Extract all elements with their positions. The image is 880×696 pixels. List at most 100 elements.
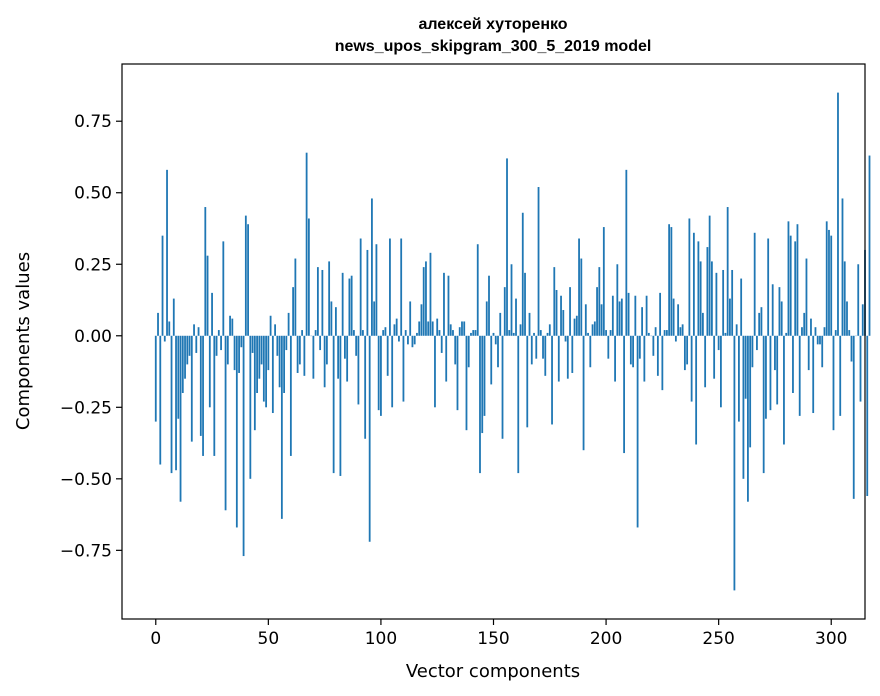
- bar: [830, 235, 833, 336]
- bar: [197, 327, 200, 336]
- bar: [346, 335, 349, 382]
- bar: [434, 335, 436, 408]
- bar: [593, 321, 596, 336]
- bar: [235, 335, 238, 528]
- bar: [578, 238, 580, 336]
- bar: [625, 169, 628, 336]
- bar: [314, 330, 317, 336]
- bar: [756, 335, 758, 351]
- bar: [499, 312, 502, 336]
- bar: [609, 330, 612, 336]
- bar: [557, 335, 560, 382]
- bar: [366, 249, 369, 336]
- bar: [380, 335, 382, 416]
- x-tick-label: 300: [815, 629, 847, 649]
- bar: [199, 335, 202, 436]
- bar: [528, 312, 531, 336]
- bar: [796, 224, 799, 336]
- chart-title-line2: news_upos_skipgram_300_5_2019 model: [335, 38, 652, 55]
- bar: [418, 321, 421, 336]
- bar: [280, 335, 283, 519]
- bar: [458, 327, 461, 336]
- bar: [193, 324, 195, 336]
- bar: [762, 335, 765, 474]
- bar: [598, 267, 601, 336]
- bar: [526, 335, 529, 428]
- bar: [179, 335, 182, 502]
- bar: [296, 335, 299, 373]
- x-tick-label: 200: [590, 629, 622, 649]
- bar: [618, 301, 621, 336]
- y-axis-label: Components values: [13, 252, 34, 430]
- bar: [251, 335, 254, 353]
- bar: [494, 335, 497, 345]
- bar: [792, 335, 794, 393]
- bar: [330, 301, 333, 336]
- bar: [465, 335, 468, 431]
- bar: [672, 298, 675, 336]
- bar: [548, 324, 551, 336]
- bar: [215, 335, 218, 356]
- bar: [785, 332, 788, 336]
- bar: [765, 335, 767, 419]
- y-tick-label: −0.25: [60, 398, 112, 418]
- bar: [375, 244, 378, 336]
- bar: [175, 335, 177, 471]
- bar: [857, 264, 860, 336]
- bar: [747, 335, 749, 502]
- bar: [244, 215, 247, 336]
- bar: [623, 335, 625, 454]
- bar: [206, 255, 209, 336]
- bar: [697, 241, 700, 336]
- bar: [843, 261, 846, 336]
- bar: [801, 327, 803, 336]
- bar: [562, 310, 565, 336]
- bar: [537, 187, 540, 336]
- bar: [154, 335, 157, 422]
- bar: [479, 335, 481, 474]
- bar: [787, 221, 790, 336]
- bar: [837, 92, 839, 336]
- bar: [546, 332, 549, 336]
- bar: [724, 332, 727, 336]
- bar: [654, 327, 657, 336]
- bar-series: [154, 92, 871, 591]
- bar: [260, 335, 263, 365]
- bar: [461, 321, 463, 336]
- bar: [848, 330, 851, 336]
- bar: [638, 335, 641, 359]
- y-tick-label: 0.75: [74, 112, 112, 132]
- bar: [337, 335, 340, 379]
- y-tick-label: −0.50: [60, 470, 112, 490]
- bar: [841, 198, 844, 336]
- bar: [238, 335, 240, 373]
- bar: [341, 272, 344, 336]
- bar: [220, 335, 222, 351]
- bar: [427, 321, 430, 336]
- bar: [778, 287, 781, 336]
- bar: [634, 295, 637, 336]
- bar: [521, 212, 524, 336]
- bar: [436, 318, 439, 336]
- bar: [362, 330, 364, 336]
- bar: [249, 335, 252, 479]
- bar: [231, 318, 234, 336]
- bar: [289, 335, 292, 456]
- bar: [382, 330, 385, 336]
- bar: [551, 335, 553, 425]
- bar: [204, 207, 207, 336]
- bar: [181, 335, 184, 393]
- bar: [602, 227, 605, 336]
- bar: [470, 332, 472, 336]
- bar: [688, 218, 691, 336]
- bar: [368, 335, 371, 542]
- bar: [447, 275, 450, 336]
- bar: [681, 324, 684, 336]
- bar: [233, 335, 236, 371]
- bar: [533, 332, 535, 336]
- bar: [596, 287, 598, 336]
- bar: [695, 335, 698, 445]
- bar: [474, 330, 477, 336]
- bar: [316, 267, 319, 336]
- bar: [661, 335, 664, 391]
